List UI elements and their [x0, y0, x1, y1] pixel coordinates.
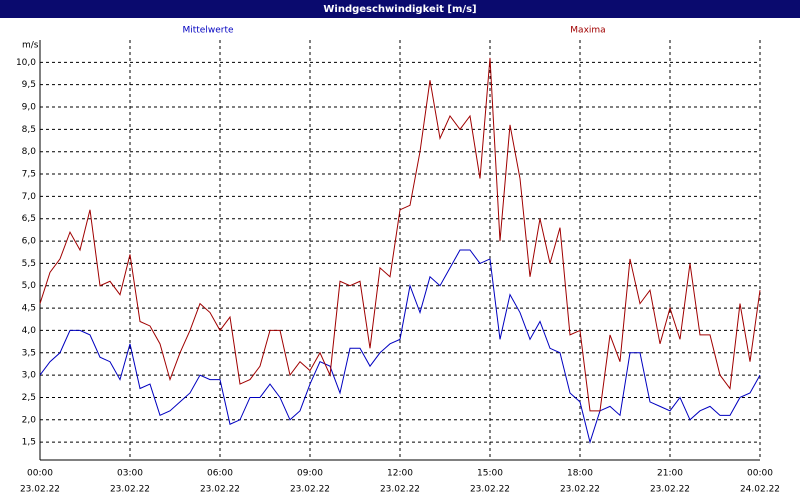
- y-tick-label: 10,0: [16, 58, 36, 68]
- y-tick-label: 3,0: [22, 371, 37, 381]
- x-tick-label: 21:00: [657, 469, 683, 479]
- y-tick-label: 1,5: [22, 438, 36, 448]
- y-tick-label: 6,0: [22, 237, 37, 247]
- y-tick-label: 8,5: [22, 125, 36, 135]
- x-tick-date: 23.02.22: [200, 485, 240, 495]
- x-tick-date: 23.02.22: [380, 485, 420, 495]
- x-tick-label: 09:00: [297, 469, 323, 479]
- chart-title: Windgeschwindigkeit [m/s]: [323, 4, 476, 15]
- series-line: [39, 249, 761, 444]
- x-tick-date: 23.02.22: [20, 485, 60, 495]
- x-tick-date: 23.02.22: [110, 485, 150, 495]
- y-tick-label: 5,5: [22, 259, 36, 269]
- x-tick-label: 15:00: [477, 469, 503, 479]
- x-tick-date: 23.02.22: [560, 485, 600, 495]
- y-tick-label: 2,5: [22, 393, 36, 403]
- x-tick-label: 12:00: [387, 469, 413, 479]
- series-line: [39, 57, 761, 412]
- y-tick-label: 9,0: [22, 103, 37, 113]
- legend-label: Maxima: [570, 26, 605, 36]
- x-tick-label: 03:00: [117, 469, 143, 479]
- legend-label: Mittelwerte: [182, 26, 233, 36]
- x-tick-label: 00:00: [27, 469, 53, 479]
- y-tick-label: 8,0: [22, 147, 37, 157]
- y-tick-label: 2,0: [22, 415, 37, 425]
- y-tick-label: 9,5: [22, 80, 36, 90]
- y-tick-label: 3,5: [22, 348, 36, 358]
- y-unit: m/s: [22, 41, 39, 51]
- x-tick-label: 06:00: [207, 469, 233, 479]
- x-tick-label: 00:00: [747, 469, 773, 479]
- y-tick-label: 6,5: [22, 214, 36, 224]
- title-bar: [0, 0, 800, 18]
- y-tick-label: 4,0: [22, 326, 37, 336]
- x-tick-date: 23.02.22: [470, 485, 510, 495]
- x-tick-date: 23.02.22: [290, 485, 330, 495]
- y-tick-label: 7,5: [22, 170, 36, 180]
- y-tick-label: 4,5: [22, 304, 36, 314]
- y-tick-label: 7,0: [22, 192, 37, 202]
- y-tick-label: 5,0: [22, 281, 37, 291]
- x-tick-date: 24.02.22: [740, 485, 780, 495]
- x-tick-label: 18:00: [567, 469, 593, 479]
- x-tick-date: 23.02.22: [650, 485, 690, 495]
